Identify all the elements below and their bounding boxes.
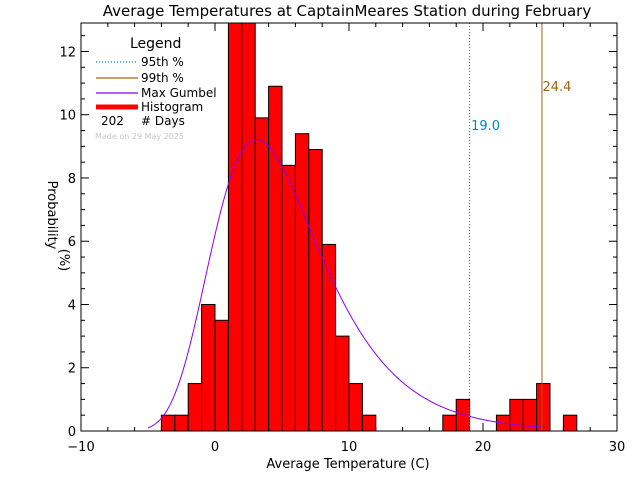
y-tick-label: 10 [59, 109, 76, 124]
histogram-bar [348, 383, 363, 432]
legend-95th-label: 95th % [141, 55, 184, 69]
gumbel-curve [147, 139, 551, 429]
legend-histogram-label: Histogram [141, 100, 203, 114]
y-tick-label: 2 [68, 362, 76, 377]
x-axis: −10 0 10 20 30 [67, 23, 625, 455]
y-axis: 0 2 4 6 8 10 12 [59, 35, 617, 440]
x-tick-label: 20 [475, 440, 492, 455]
legend-title: Legend [130, 36, 181, 52]
histogram-bar [361, 414, 377, 432]
chart-title: Average Temperatures at CaptainMeares St… [103, 2, 592, 20]
y-axis-label: Probability [44, 181, 59, 250]
x-tick-label: −10 [67, 440, 94, 455]
histogram-bar [335, 335, 350, 432]
y-tick-label: 6 [68, 235, 76, 250]
x-axis-label: Average Temperature (C) [266, 457, 429, 472]
histogram-bar [174, 414, 189, 432]
legend-99th-label: 99th % [141, 71, 184, 85]
histogram-bar [509, 398, 524, 432]
y-axis-label-units: (%) [56, 249, 71, 272]
histogram-bar [160, 414, 176, 432]
legend: Legend 95th % 99th % Max Gumbel Histogra… [96, 36, 217, 128]
histogram-bar [442, 414, 457, 432]
histogram-bar [562, 414, 578, 432]
legend-gumbel-label: Max Gumbel [141, 86, 217, 100]
x-tick-label: 10 [341, 440, 358, 455]
histogram-bar [268, 85, 283, 432]
y-tick-label: 0 [68, 425, 76, 440]
histogram-bar [294, 133, 310, 432]
histogram-bars [160, 22, 578, 432]
x-tick-label: 0 [211, 440, 219, 455]
legend-days-count: 202 [101, 114, 124, 128]
histogram-bar [227, 22, 243, 432]
percentile-95-value: 19.0 [471, 119, 500, 134]
made-on-watermark: Made on 29 May 2025 [95, 132, 184, 141]
histogram-bar [254, 117, 270, 432]
y-tick-label: 4 [68, 298, 76, 313]
histogram-bar [201, 303, 216, 432]
histogram-bar [281, 164, 296, 432]
percentile-99-value: 24.4 [542, 80, 571, 95]
y-tick-label: 8 [68, 172, 76, 187]
histogram-bar [187, 383, 203, 432]
histogram-bar [536, 383, 551, 432]
histogram-bar [214, 319, 229, 432]
histogram-bar [455, 398, 471, 432]
x-tick-label: 30 [609, 440, 626, 455]
histogram-bar [241, 22, 256, 432]
y-tick-label: 12 [59, 45, 76, 60]
legend-days-label: # Days [141, 114, 185, 128]
histogram-bar [308, 149, 323, 432]
